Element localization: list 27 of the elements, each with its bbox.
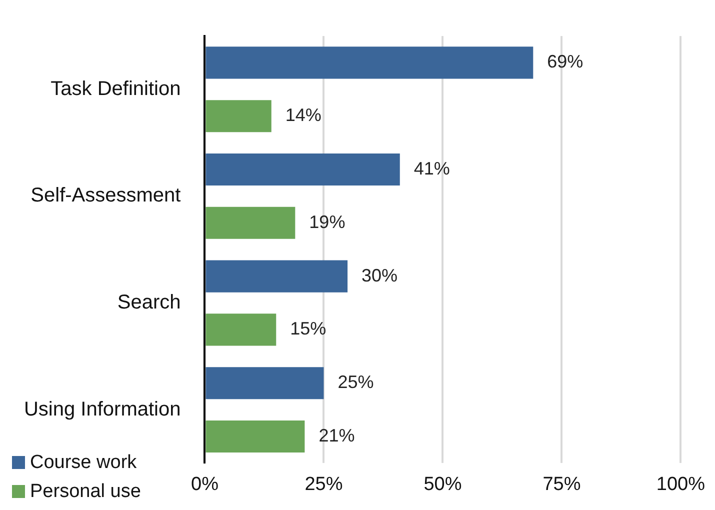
bar [206,100,272,132]
bar [206,46,534,79]
bar [206,206,296,239]
bar [206,367,324,400]
data-label: 30% [362,265,398,286]
y-tick-label: Self-Assessment [30,184,182,207]
bar [206,260,348,292]
data-label: 69% [547,52,584,72]
x-tick-label: 50% [424,474,462,495]
y-tick-label: Search [117,292,181,314]
data-label: 21% [318,425,355,446]
data-label: 14% [285,105,322,126]
bar [206,153,400,186]
legend-label: Personal use [30,480,141,502]
bar [206,420,305,453]
bar [206,314,276,346]
x-tick-label: 75% [542,474,581,495]
data-label: 41% [414,158,450,178]
x-tick-label: 0% [191,474,219,495]
data-label: 15% [290,318,326,339]
y-tick-label: Using Information [24,398,181,420]
legend-label: Course work [30,452,137,474]
y-tick-label: Task Definition [50,78,181,100]
x-tick-label: 25% [304,474,343,495]
data-label: 19% [309,212,346,232]
x-tick-label: 100% [656,474,706,495]
data-label: 25% [338,372,374,392]
